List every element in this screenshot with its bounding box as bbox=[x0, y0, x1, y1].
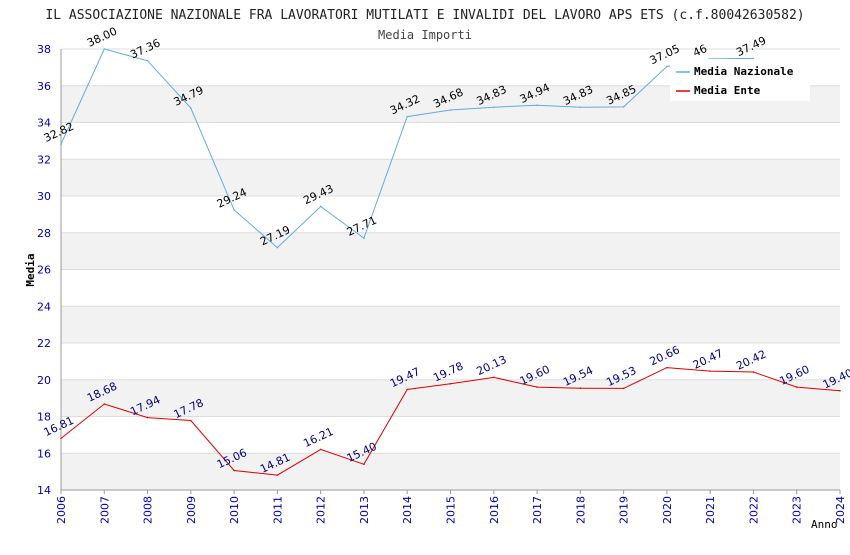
chart-title: IL ASSOCIAZIONE NAZIONALE FRA LAVORATORI… bbox=[45, 8, 804, 23]
data-point bbox=[752, 57, 755, 60]
x-tick-label: 2021 bbox=[704, 496, 717, 524]
x-axis-label: Anno bbox=[811, 518, 838, 531]
x-tick-label: 2019 bbox=[618, 496, 631, 524]
x-tick-label: 2020 bbox=[661, 496, 674, 524]
x-tick-label: 2006 bbox=[55, 496, 68, 524]
data-label: 37.49 bbox=[734, 34, 768, 59]
y-tick-label: 16 bbox=[37, 447, 51, 460]
data-point bbox=[190, 419, 192, 422]
y-tick-label: 26 bbox=[37, 264, 51, 277]
data-point bbox=[103, 48, 106, 50]
data-point bbox=[233, 209, 235, 211]
x-tick-label: 2009 bbox=[185, 496, 198, 524]
data-point bbox=[666, 366, 668, 369]
data-point bbox=[449, 382, 452, 385]
y-tick-label: 18 bbox=[37, 411, 51, 424]
legend-label-media-ente: Media Ente bbox=[694, 84, 761, 97]
data-point bbox=[536, 104, 538, 107]
data-point bbox=[363, 237, 365, 239]
data-label: 46 bbox=[691, 42, 709, 60]
axes bbox=[60, 49, 841, 494]
chart-subtitle: Media Importi bbox=[378, 28, 472, 42]
y-tick-label: 32 bbox=[37, 153, 51, 166]
data-point bbox=[492, 106, 495, 109]
x-tick-label: 2016 bbox=[488, 496, 501, 524]
data-point bbox=[276, 246, 279, 249]
data-point bbox=[319, 448, 322, 451]
data-point bbox=[276, 474, 279, 476]
data-point bbox=[406, 388, 409, 391]
x-tick-label: 2010 bbox=[228, 496, 241, 524]
x-tick-label: 2014 bbox=[401, 496, 414, 524]
data-point bbox=[190, 107, 192, 109]
x-tick-label: 2011 bbox=[271, 496, 284, 524]
data-point bbox=[579, 387, 582, 390]
x-tick-label: 2018 bbox=[574, 496, 587, 524]
data-label: 37.36 bbox=[128, 36, 162, 61]
plot-bands bbox=[61, 85, 840, 490]
x-tick-label: 2012 bbox=[315, 496, 328, 524]
data-point bbox=[752, 371, 755, 373]
y-tick-label: 20 bbox=[37, 374, 51, 387]
data-point bbox=[319, 205, 322, 208]
data-label: 20.66 bbox=[648, 343, 682, 368]
x-tick-label: 2017 bbox=[531, 496, 544, 524]
data-point bbox=[363, 463, 365, 466]
y-tick-labels: 14 16 18 20 22 24 26 28 30 32 34 36 38 bbox=[37, 43, 51, 497]
plot-band bbox=[61, 306, 840, 343]
y-tick-label: 14 bbox=[37, 484, 51, 497]
data-point bbox=[536, 386, 538, 388]
x-tick-labels: 2006 2007 2008 2009 2010 2011 2012 2013 2014 2015… bbox=[55, 496, 847, 524]
data-point bbox=[709, 370, 711, 372]
grid-lines bbox=[61, 48, 840, 491]
plot-band bbox=[61, 159, 840, 196]
data-point bbox=[622, 387, 625, 390]
y-tick-label: 30 bbox=[37, 190, 51, 203]
data-point bbox=[492, 376, 495, 379]
y-axis-label: Media bbox=[24, 253, 37, 286]
data-point bbox=[795, 386, 798, 388]
data-point bbox=[622, 106, 625, 108]
data-point bbox=[146, 416, 149, 419]
data-point bbox=[839, 389, 841, 392]
data-point bbox=[666, 65, 668, 68]
data-point bbox=[449, 109, 452, 111]
x-tick-label: 2013 bbox=[358, 496, 371, 524]
y-tick-label: 36 bbox=[37, 80, 51, 93]
data-point bbox=[103, 403, 106, 405]
data-point bbox=[406, 115, 409, 118]
data-point bbox=[60, 437, 62, 440]
y-tick-label: 28 bbox=[37, 227, 51, 240]
data-label: 16.21 bbox=[301, 425, 335, 450]
series-line-0 bbox=[60, 48, 754, 249]
data-point bbox=[146, 59, 149, 62]
data-label: 20.42 bbox=[734, 348, 768, 373]
series-lines bbox=[60, 48, 841, 476]
x-tick-label: 2022 bbox=[747, 496, 760, 524]
legend-box bbox=[670, 59, 810, 101]
x-tick-label: 2024 bbox=[834, 496, 847, 524]
x-tick-label: 2023 bbox=[791, 496, 804, 524]
data-point bbox=[60, 143, 62, 145]
data-label: 20.13 bbox=[475, 353, 509, 378]
y-tick-label: 24 bbox=[37, 300, 51, 313]
legend-label-media-nazionale: Media Nazionale bbox=[694, 65, 794, 78]
y-tick-label: 34 bbox=[37, 117, 51, 130]
plot-band bbox=[61, 453, 840, 490]
legend: Media Nazionale Media Ente bbox=[670, 59, 810, 101]
y-tick-label: 38 bbox=[37, 43, 51, 56]
y-tick-label: 22 bbox=[37, 337, 51, 350]
data-label: 38.00 bbox=[85, 25, 119, 50]
plot-band bbox=[61, 379, 840, 417]
plot-band bbox=[61, 232, 840, 270]
data-point bbox=[233, 469, 235, 472]
x-tick-label: 2015 bbox=[445, 496, 458, 524]
data-point bbox=[579, 106, 582, 109]
x-tick-label: 2007 bbox=[98, 496, 111, 524]
x-tick-label: 2008 bbox=[142, 496, 155, 524]
data-label: 20.47 bbox=[691, 347, 725, 372]
